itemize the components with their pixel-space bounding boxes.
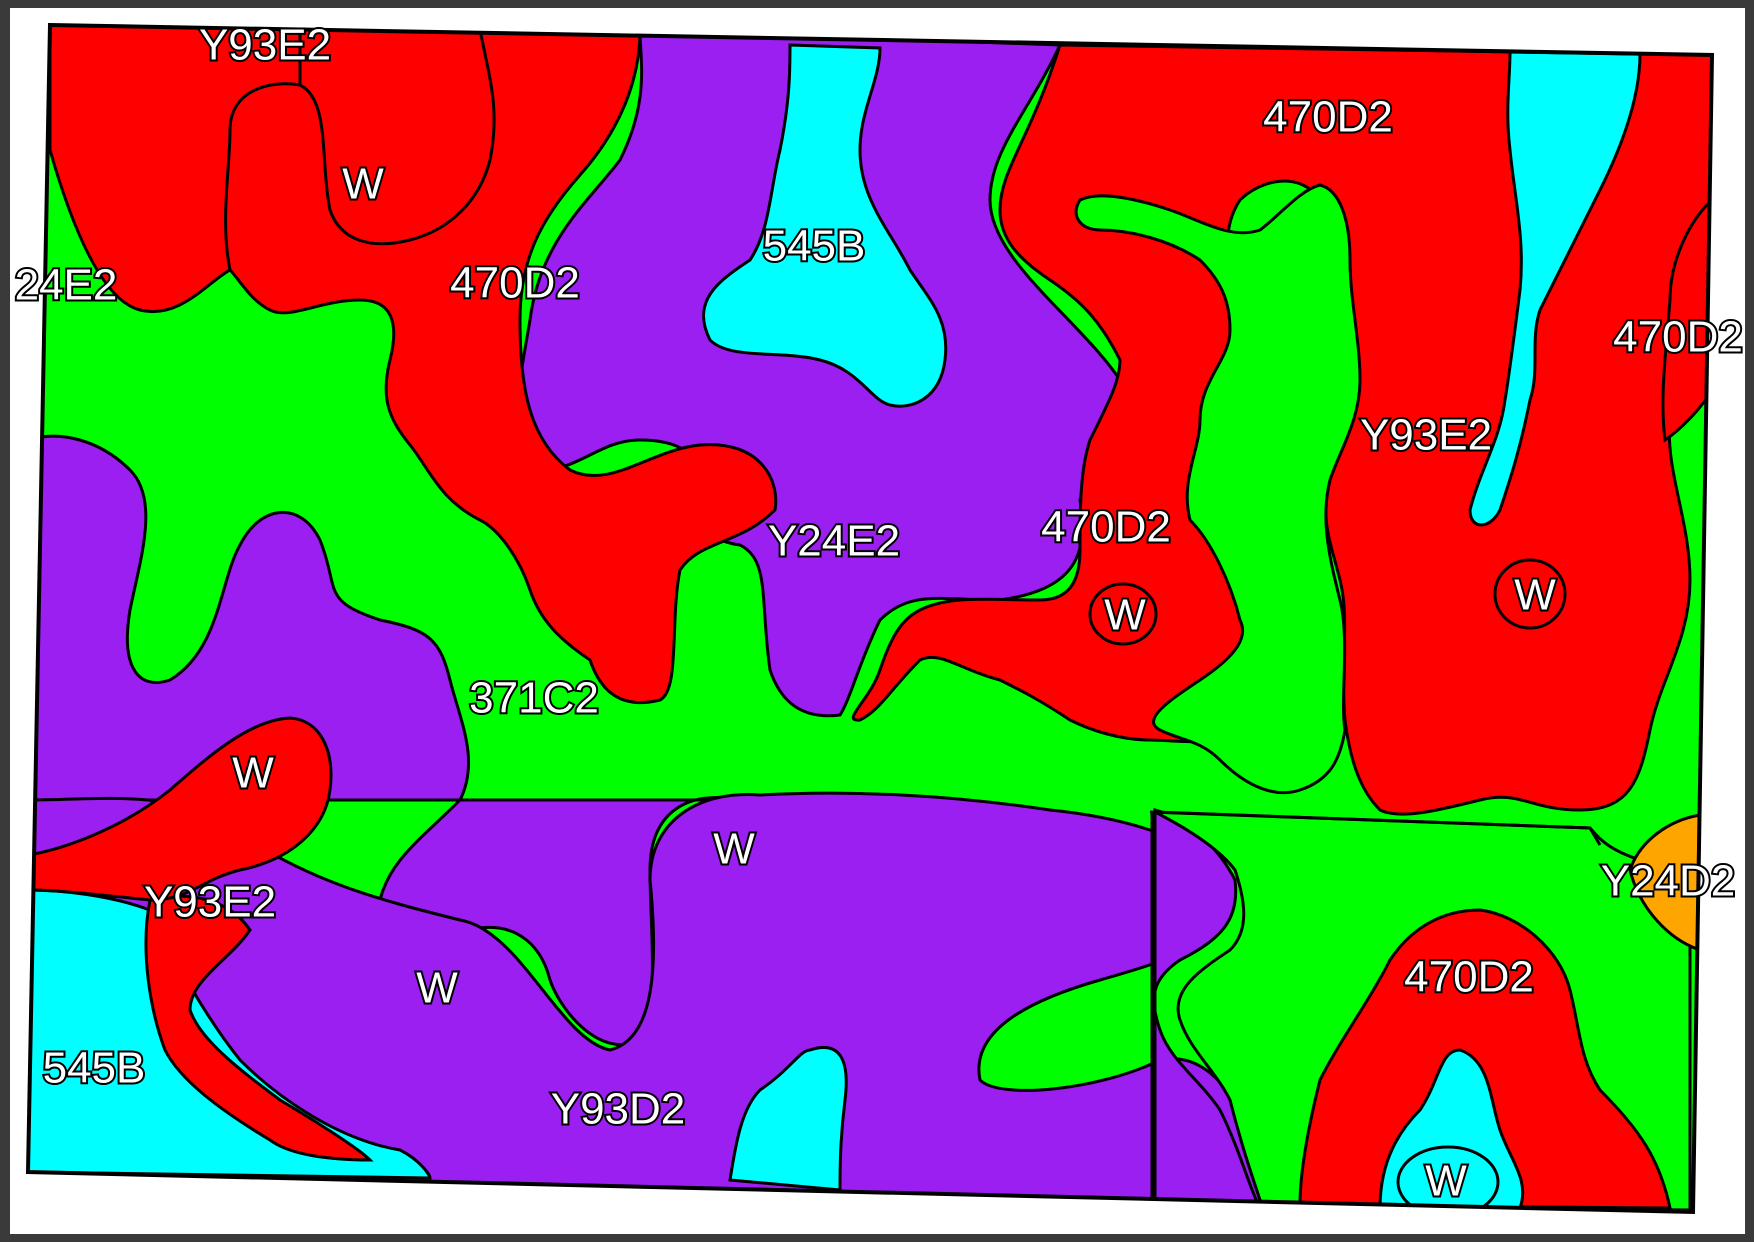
soil-unit-w-central-boundary [1088,582,1158,646]
soil-unit-470d2-east [1661,196,1712,443]
map-label-y93e2-right: Y93E2 [1360,411,1492,460]
map-label-y93e2-lower-left: Y93E2 [144,878,276,927]
map-label-y24e2-center: Y24E2 [768,517,900,566]
map-label-w-bottom-right: W [1425,1157,1467,1206]
soil-unit-545b-southwest [28,888,432,1180]
field-boundary-line [1149,810,1602,846]
soil-unit-w-west [28,716,333,902]
soil-unit-y93d2 [28,791,1304,1212]
map-label-w-right: W [1514,571,1556,620]
map-label-w-center: W [1104,591,1146,640]
map-label-24e2-left: 24E2 [15,261,118,310]
map-label-y93d2-bottom: Y93D2 [551,1085,686,1134]
soil-unit-470d2-southeast [1298,908,1672,1210]
soil-unit-purple-south-inlet [1152,808,1263,1210]
soil-unit-y93e2-northwest [48,25,778,705]
map-label-w-lower-left: W [416,964,458,1013]
soil-unit-545b-southeast [1378,1048,1525,1210]
map-label-470d2-lower-right: 470D2 [1404,953,1534,1002]
map-frame [25,22,1715,1215]
map-label-371c2: 371C2 [469,674,599,723]
soil-unit-w-north-boundary [224,29,496,271]
map-label-545b-top: 545B [763,222,866,271]
map-label-470d2-top-right: 470D2 [1263,93,1393,142]
soil-unit-y93e2-southwest-band [144,894,374,1162]
soil-unit-545b-south [728,1046,848,1192]
map-label-470d2-right-edge: 470D2 [1613,313,1743,362]
map-label-w-left: W [232,749,274,798]
soil-unit-y24d2 [1628,813,1702,953]
soil-unit-371c2-northeast-inlet [1074,183,1362,795]
map-label-470d2-center: 470D2 [1041,503,1171,552]
map-label-y24d2-right: Y24D2 [1601,857,1736,906]
map-label-y93e2-top: Y93E2 [199,21,331,70]
soil-unit-545b-north [702,43,948,408]
map-label-w-top: W [342,160,384,209]
map-label-470d2-upper-left: 470D2 [450,259,580,308]
soil-unit-w-southeast-boundary [1396,1145,1500,1212]
map-label-w-lower-center: W [713,825,755,874]
soil-unit-w-east-boundary [1493,558,1567,630]
soil-unit-545b-northeast [1468,50,1642,527]
map-label-545b-lower-left: 545B [43,1044,146,1093]
